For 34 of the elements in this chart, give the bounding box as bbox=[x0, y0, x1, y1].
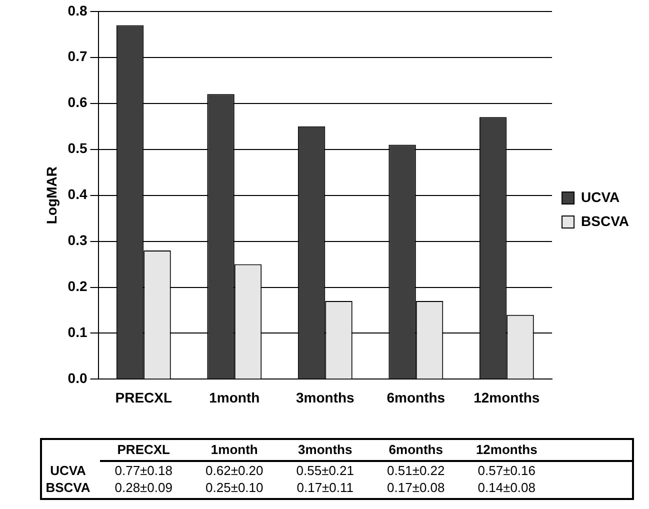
category-label: 6months bbox=[388, 442, 443, 457]
text: BSCVA bbox=[46, 480, 90, 495]
data-label: 0.62±0.20 bbox=[206, 463, 264, 478]
x-tick-label: PRECXL bbox=[115, 389, 172, 406]
data-label: 0.25±0.10 bbox=[206, 480, 264, 495]
y-tick-label: 0.6 bbox=[68, 94, 88, 110]
y-tick-label: 0.7 bbox=[68, 48, 88, 64]
x-tick-label: 3months bbox=[296, 389, 355, 406]
data-label: 0.28±0.09 bbox=[114, 480, 172, 495]
data-label: 0.17±0.08 bbox=[387, 480, 445, 495]
legend-label: BSCVA bbox=[581, 212, 629, 229]
y-tick-label: 0.8 bbox=[68, 2, 88, 18]
category-label: 12months bbox=[476, 442, 538, 457]
data-label: 0.51±0.22 bbox=[387, 463, 445, 478]
x-tick-label: 6months bbox=[386, 389, 446, 406]
category-label: 3months bbox=[298, 442, 352, 457]
data-label: 0.14±0.08 bbox=[478, 480, 536, 495]
category-label: 1month bbox=[210, 442, 258, 457]
text: UCVA bbox=[50, 463, 86, 478]
data-label: 0.17±0.11 bbox=[296, 480, 354, 495]
y-tick-label: 0.3 bbox=[68, 232, 88, 248]
data-label: 0.77±0.18 bbox=[114, 463, 172, 478]
data-label: 0.55±0.21 bbox=[296, 463, 354, 478]
data-label: 0.57±0.16 bbox=[478, 463, 536, 478]
category-label: PRECXL bbox=[117, 442, 170, 457]
y-axis-title: LogMAR bbox=[43, 166, 60, 224]
y-tick-label: 0.1 bbox=[68, 324, 88, 340]
x-tick-label: 12months bbox=[474, 389, 540, 406]
x-tick-label: 1month bbox=[209, 389, 260, 406]
y-tick-label: 0.5 bbox=[68, 140, 88, 156]
y-tick-label: 0.4 bbox=[68, 186, 88, 202]
y-tick-label: 0.0 bbox=[68, 370, 88, 386]
legend-label: UCVA bbox=[581, 188, 620, 205]
y-tick-label: 0.2 bbox=[68, 278, 88, 294]
